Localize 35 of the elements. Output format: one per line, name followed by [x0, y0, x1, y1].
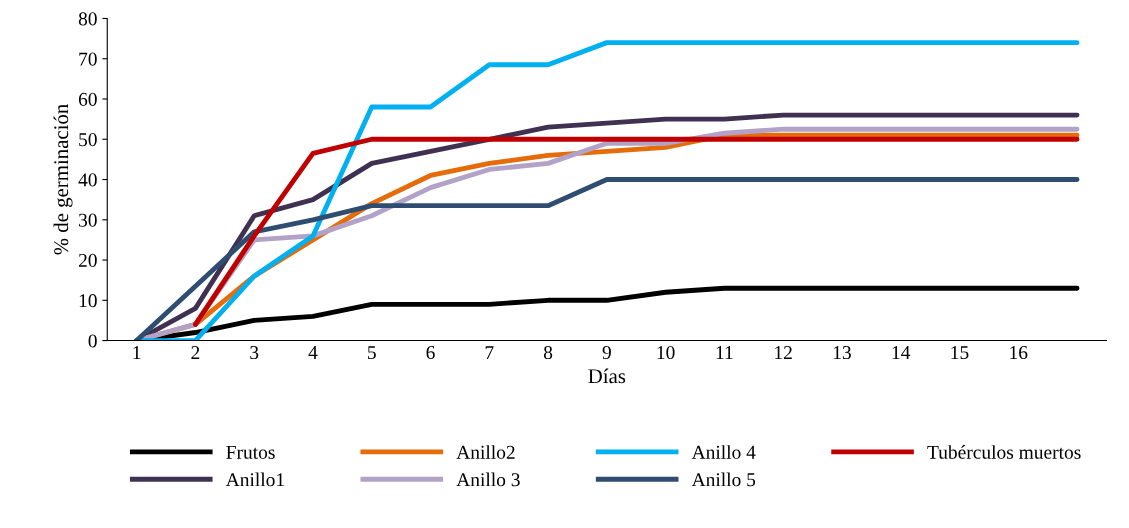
legend-label: Anillo 4: [691, 445, 756, 459]
x-tick-label: 6: [426, 346, 435, 360]
y-tick-label: 10: [79, 294, 97, 308]
x-tick-label: 13: [833, 346, 851, 360]
x-tick-label: 12: [775, 346, 792, 359]
y-tick-label: 40: [78, 173, 97, 187]
y-tick-label: 60: [78, 92, 97, 106]
x-tick-label: 5: [368, 346, 376, 360]
x-tick-label: 8: [543, 345, 553, 360]
x-tick-label: 10: [657, 345, 675, 360]
x-tick-label: 15: [951, 346, 969, 360]
x-tick-label: 16: [1010, 346, 1028, 360]
x-tick-label: 3: [250, 346, 259, 360]
legend-label: Anillo2: [456, 445, 515, 459]
x-axis-title: Días: [588, 368, 626, 384]
legend-label: Anillo1: [225, 472, 284, 487]
y-tick-label: 50: [79, 133, 97, 147]
y-axis-title: % de germinación: [53, 104, 73, 255]
x-tick-label: 14: [892, 346, 911, 359]
line-series: [134, 177, 1080, 341]
x-tick-label: 11: [716, 346, 733, 359]
y-tick-label: 0: [88, 334, 97, 348]
x-tick-label: 4: [308, 346, 318, 359]
x-tick-label: 9: [602, 346, 611, 360]
legend-label: Anillo 5: [691, 472, 756, 487]
x-tick-label: 1: [133, 346, 141, 359]
y-tick-label: 80: [78, 12, 97, 26]
legend-label: Anillo 3: [456, 472, 520, 487]
y-tick-label: 70: [79, 52, 97, 66]
x-tick-label: 2: [191, 346, 200, 359]
legend-label: Frutos: [226, 445, 275, 459]
legend-label: Tubérculos muertos: [927, 445, 1081, 459]
y-tick-label: 20: [78, 253, 97, 267]
x-tick-label: 7: [485, 346, 494, 359]
y-tick-label: 30: [79, 213, 97, 227]
